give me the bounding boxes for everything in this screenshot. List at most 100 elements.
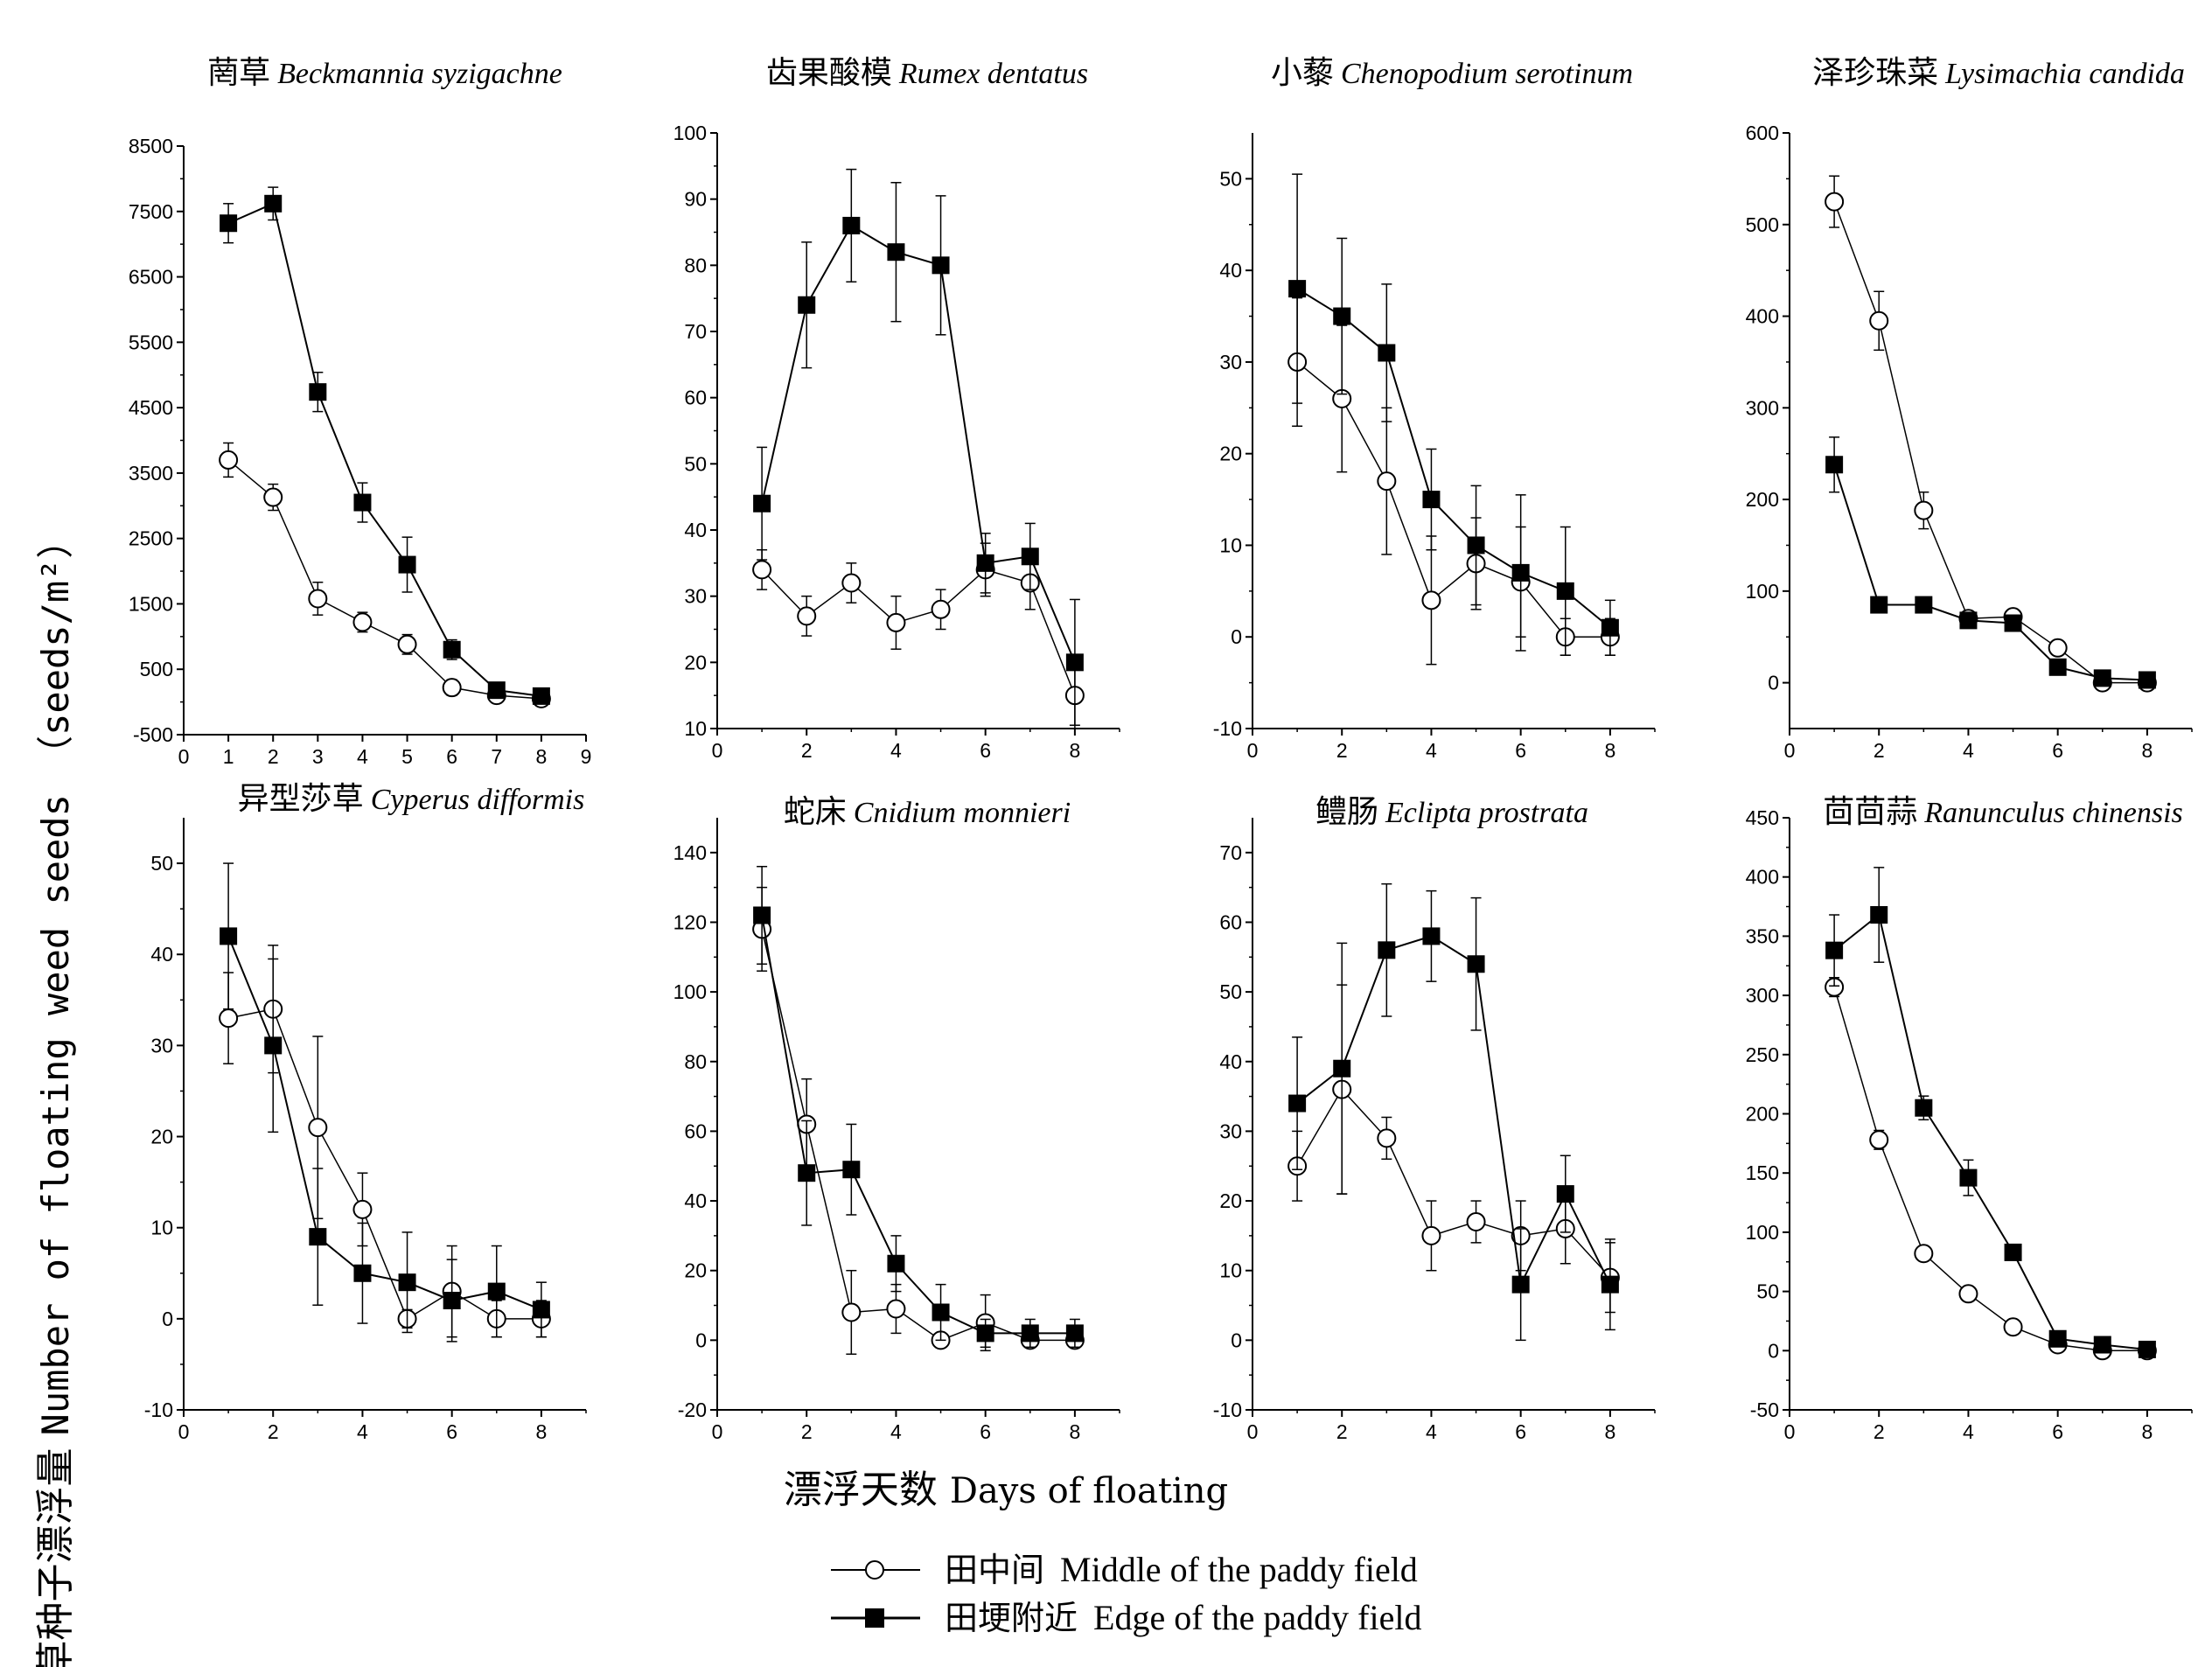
y-tick-label: 1500 — [129, 592, 173, 615]
data-point — [1556, 1185, 1574, 1203]
x-tick-label: 4 — [890, 1420, 902, 1443]
y-tick-label: -10 — [1213, 717, 1242, 740]
x-tick-label: 0 — [1247, 1420, 1259, 1443]
y-tick-label: 10 — [150, 1217, 173, 1239]
y-tick-label: 3500 — [129, 462, 173, 485]
data-point — [931, 599, 951, 619]
y-tick-label: 40 — [150, 943, 173, 966]
y-tick-label: -10 — [1213, 1398, 1242, 1421]
y-tick-label: 100 — [1746, 1221, 1779, 1244]
x-tick-label: 4 — [357, 1420, 368, 1443]
data-point — [1958, 1284, 1978, 1304]
y-tick-label: 40 — [1219, 1050, 1242, 1073]
x-tick-label: 8 — [1069, 1420, 1080, 1443]
y-tick-label: 100 — [673, 980, 707, 1003]
data-point — [841, 1302, 862, 1322]
x-tick-label: 2 — [268, 745, 279, 768]
legend-label-middle-en: Middle of the paddy field — [1060, 1550, 1418, 1589]
y-tick-label: 40 — [1219, 259, 1242, 282]
filled-square-icon — [865, 1608, 884, 1628]
series-line — [1296, 288, 1611, 629]
data-point — [443, 640, 461, 659]
y-tick-label: 90 — [684, 188, 707, 211]
y-tick-label: 10 — [1219, 1259, 1242, 1282]
data-point — [1870, 596, 1888, 614]
y-tick-label: 40 — [684, 1189, 707, 1212]
data-point — [443, 1292, 461, 1310]
x-tick-label: 5 — [401, 745, 413, 768]
y-tick-label: 150 — [1746, 1161, 1779, 1184]
x-tick-label: 6 — [446, 745, 457, 768]
series-edge — [1825, 867, 2156, 1358]
x-tick-label: 6 — [1515, 739, 1526, 762]
data-point — [2048, 638, 2068, 658]
legend-label-edge-zh: 田埂附近 — [945, 1599, 1078, 1637]
x-tick-label: 4 — [890, 739, 902, 762]
panel-title-zh: 异型莎草 — [238, 781, 364, 817]
y-tick-label: 0 — [1231, 625, 1242, 648]
y-tick-label: 0 — [1768, 672, 1779, 694]
data-point — [2004, 1243, 2022, 1261]
x-tick-label: 1 — [223, 745, 234, 768]
y-tick-label: 20 — [684, 651, 707, 673]
y-tick-label: 60 — [1219, 910, 1242, 933]
panel-title-zh: 齿果酸模 — [766, 55, 892, 91]
data-point — [1333, 1059, 1351, 1078]
y-tick-label: 6500 — [129, 266, 173, 289]
y-tick-label: 300 — [1746, 396, 1779, 419]
data-point — [1959, 611, 1978, 630]
y-tick-label: 70 — [684, 320, 707, 343]
open-circle-icon — [865, 1560, 884, 1580]
series-edge — [753, 866, 1084, 1349]
y-tick-label: 200 — [1746, 1103, 1779, 1126]
data-point — [1421, 590, 1441, 610]
y-tick-label: 120 — [673, 910, 707, 933]
y-tick-label: 80 — [684, 1050, 707, 1073]
data-point — [1914, 1244, 1934, 1264]
x-tick-label: 9 — [581, 745, 592, 768]
x-tick-label: 4 — [1426, 1420, 1437, 1443]
panel-title-zh: 菵草 — [207, 55, 270, 91]
x-axis-label: 漂浮天数 Days of floating — [784, 1468, 1228, 1512]
y-tick-label: 30 — [150, 1034, 173, 1057]
y-tick-label: 40 — [684, 519, 707, 541]
legend-label-edge-en: Edge of the paddy field — [1093, 1598, 1421, 1637]
data-point — [1869, 1130, 1889, 1150]
data-point — [398, 1273, 416, 1292]
y-tick-label: 4500 — [129, 396, 173, 419]
x-axis-label-en: Days of floating — [950, 1471, 1228, 1511]
y-tick-label: 200 — [1746, 488, 1779, 511]
data-point — [1377, 471, 1397, 492]
data-point — [932, 256, 950, 275]
chart-panel: 泽珍珠菜 Lysimachia candida010020030040050060… — [1746, 55, 2193, 762]
panel-title: 鳢肠 Eclipta prostrata — [1315, 794, 1588, 830]
x-tick-label: 2 — [268, 1420, 279, 1443]
y-tick-label: -50 — [1750, 1398, 1779, 1421]
y-tick-label: 50 — [1219, 167, 1242, 190]
x-tick-label: 6 — [980, 1420, 991, 1443]
data-point — [1421, 1225, 1441, 1245]
y-tick-label: 500 — [1746, 213, 1779, 236]
panel-title-zh: 泽珍珠菜 — [1812, 55, 1938, 91]
data-point — [1511, 563, 1530, 582]
data-point — [220, 927, 238, 945]
panel-title: 小藜 Chenopodium serotinum — [1271, 55, 1633, 91]
x-tick-label: 6 — [2052, 739, 2063, 762]
y-tick-label: 400 — [1746, 305, 1779, 328]
y-tick-label: 20 — [150, 1126, 173, 1148]
y-tick-label: 450 — [1746, 806, 1779, 829]
y-tick-label: 600 — [1746, 122, 1779, 144]
x-tick-label: 0 — [712, 739, 723, 762]
panel-title-sci: Rumex dentatus — [898, 58, 1088, 90]
data-point — [798, 1164, 816, 1182]
data-point — [1556, 582, 1574, 600]
x-tick-label: 6 — [2052, 1420, 2063, 1443]
data-point — [1870, 906, 1888, 924]
x-tick-label: 8 — [1069, 739, 1080, 762]
x-tick-label: 7 — [491, 745, 502, 768]
data-point — [352, 1199, 373, 1219]
data-point — [532, 1301, 550, 1319]
x-tick-label: 6 — [1515, 1420, 1526, 1443]
legend: 田中间 Middle of the paddy field 田埂附近 Edge of… — [831, 1550, 1421, 1637]
